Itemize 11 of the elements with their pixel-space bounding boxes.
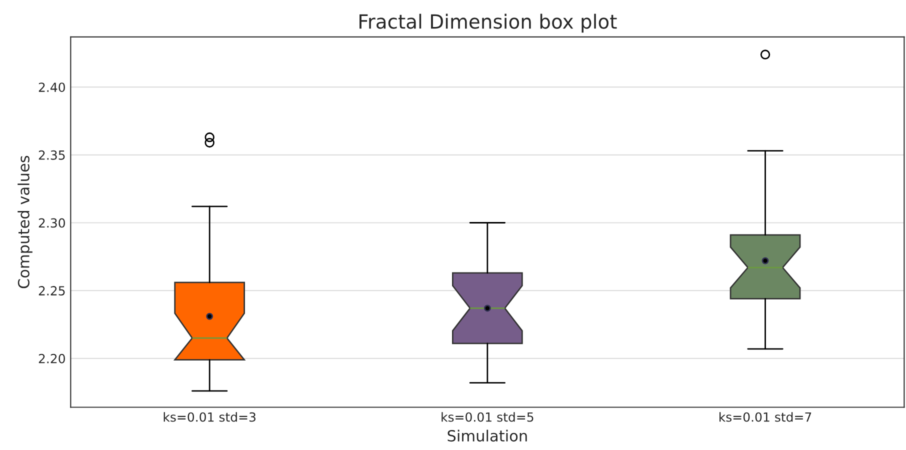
x-tick-label: ks=0.01 std=3 <box>164 412 256 422</box>
x-tick-label: ks=0.01 std=5 <box>442 412 534 422</box>
y-tick-label: 2.30 <box>38 218 65 228</box>
y-tick-label: 2.20 <box>38 354 65 364</box>
x-axis-title: Simulation <box>448 430 527 442</box>
y-tick-label: 2.25 <box>38 286 65 296</box>
x-tick-label: ks=0.01 std=7 <box>720 412 812 422</box>
chart-title: Fractal Dimension box plot <box>360 14 617 33</box>
y-axis-title: Computed values <box>18 156 32 288</box>
y-tick-label: 2.35 <box>38 150 65 160</box>
y-tick-label: 2.40 <box>38 82 65 92</box>
